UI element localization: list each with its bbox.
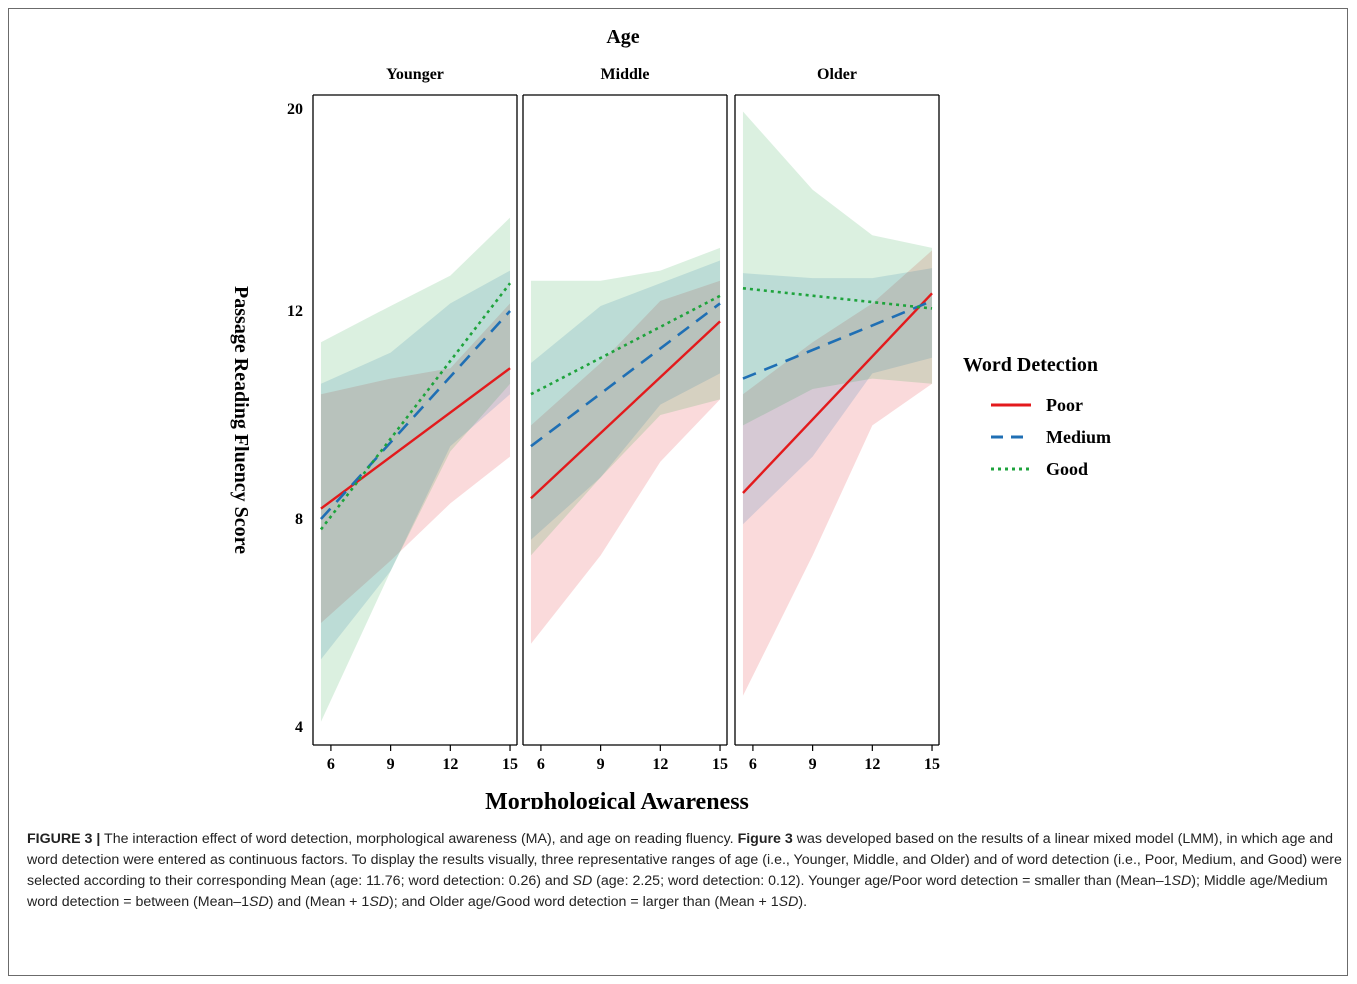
ci-band-poor	[530, 280, 721, 644]
figure-frame: Age Passage Reading Fluency Score Morpho…	[8, 8, 1348, 976]
figure-caption: FIGURE 3 | The interaction effect of wor…	[27, 829, 1345, 913]
panel-younger: Younger 6 9 12 15	[312, 66, 518, 773]
caption-sd-3: SD	[249, 894, 269, 910]
x-tick-label: 6	[749, 756, 757, 773]
x-tick-label: 9	[597, 756, 605, 773]
line-medium	[742, 299, 933, 380]
y-tick-label: 12	[287, 303, 303, 320]
ci-band-good	[742, 111, 933, 426]
y-axis-label: Passage Reading Fluency Score	[230, 286, 252, 554]
line-good	[530, 294, 721, 396]
chart: Age Passage Reading Fluency Score Morpho…	[230, 26, 1111, 809]
caption-sd-1: SD	[572, 873, 593, 889]
caption-sd-5: SD	[778, 894, 799, 910]
line-good	[319, 282, 512, 531]
line-poor	[742, 292, 933, 494]
caption-text-4: ); Middle age/Medium word detection = be…	[27, 873, 1328, 910]
panel-title: Younger	[386, 66, 444, 83]
x-tick-label: 12	[442, 756, 458, 773]
legend-title: Word Detection	[963, 354, 1098, 376]
panel-older: Older 6 9 12 15	[734, 66, 940, 773]
facet-title: Age	[606, 26, 639, 48]
caption-label: FIGURE 3 |	[27, 831, 101, 847]
x-axis-label: Morphological Awareness	[485, 789, 749, 809]
x-tick-label: 12	[652, 756, 668, 773]
legend: Word Detection Poor Medium Good	[963, 354, 1111, 479]
x-tick-label: 6	[327, 756, 335, 773]
line-medium	[319, 310, 511, 520]
line-poor	[530, 320, 721, 500]
ci-band-medium	[320, 270, 511, 660]
y-tick-label: 4	[295, 719, 303, 736]
caption-text-2: was developed based on the results of a …	[27, 831, 1342, 889]
x-tick-label: 6	[537, 756, 545, 773]
panel-title: Middle	[601, 66, 650, 83]
panel-middle: Middle 6 9 12 15	[522, 66, 728, 773]
caption-figure-ref: Figure 3	[737, 831, 793, 847]
ci-band-poor	[320, 303, 511, 623]
ci-band-good	[530, 247, 721, 556]
caption-text-7: ).	[798, 894, 808, 910]
x-tick-label: 12	[864, 756, 880, 773]
y-axis: 4 8 12 20	[287, 101, 303, 736]
x-tick-label: 9	[387, 756, 395, 773]
panels: Younger 6 9 12 15 Middle 6 9 12 15 Older 6 9 12 15 4 8 12…	[287, 66, 940, 773]
caption-text-3: (age: 2.25; word detection: 0.12). Young…	[592, 873, 1172, 889]
x-tick-label: 9	[809, 756, 817, 773]
ci-band-medium	[742, 268, 933, 525]
caption-text-1: The interaction effect of word detection…	[100, 831, 738, 847]
caption-text-6: ); and Older age/Good word detection = l…	[389, 894, 779, 910]
ci-band-poor	[742, 250, 933, 696]
x-tick-label: 15	[924, 756, 940, 773]
x-tick-label: 15	[712, 756, 728, 773]
ci-band-medium	[530, 260, 721, 540]
x-tick-label: 15	[502, 756, 518, 773]
legend-label-poor: Poor	[1046, 395, 1083, 415]
y-tick-label: 20	[287, 101, 303, 118]
line-medium	[530, 302, 721, 448]
caption-sd-2: SD	[1171, 873, 1192, 889]
caption-text-5: ) and (Mean + 1	[268, 894, 370, 910]
caption-sd-4: SD	[369, 894, 390, 910]
legend-label-medium: Medium	[1046, 427, 1111, 447]
legend-label-good: Good	[1046, 459, 1088, 479]
panel-title: Older	[817, 66, 857, 83]
y-tick-label: 8	[295, 511, 303, 528]
